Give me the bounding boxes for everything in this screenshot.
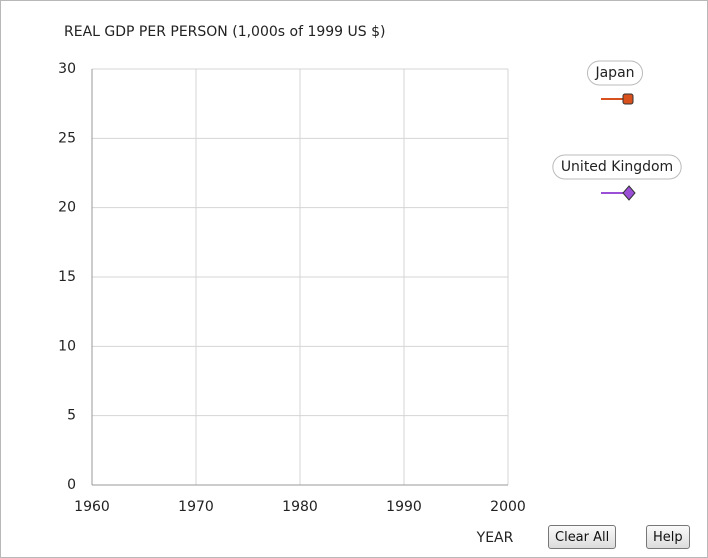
legend-label: Japan [594, 65, 634, 81]
y-tick-label: 30 [58, 61, 76, 77]
legend-pill [552, 154, 682, 180]
x-tick-label: 1970 [178, 499, 214, 515]
clear-all-button[interactable]: Clear All [548, 525, 617, 549]
x-axis-label: YEAR [476, 530, 514, 546]
legend-label: United Kingdom [561, 159, 673, 175]
legend-pill [586, 60, 644, 86]
help-button[interactable]: Help [646, 525, 690, 549]
y-tick-label: 25 [58, 130, 76, 146]
y-tick-label: 15 [58, 269, 76, 285]
x-tick-label: 1960 [74, 499, 110, 515]
chart-title: REAL GDP PER PERSON (1,000s of 1999 US $… [64, 24, 386, 40]
y-tick-label: 0 [67, 477, 76, 493]
x-tick-label: 1980 [282, 499, 318, 515]
legend-marker [622, 93, 634, 105]
x-tick-label: 1990 [386, 499, 422, 515]
y-tick-label: 5 [67, 408, 76, 424]
y-tick-label: 10 [58, 338, 76, 354]
legend-marker [622, 185, 636, 201]
y-tick-label: 20 [58, 200, 76, 216]
x-tick-label: 2000 [490, 499, 526, 515]
